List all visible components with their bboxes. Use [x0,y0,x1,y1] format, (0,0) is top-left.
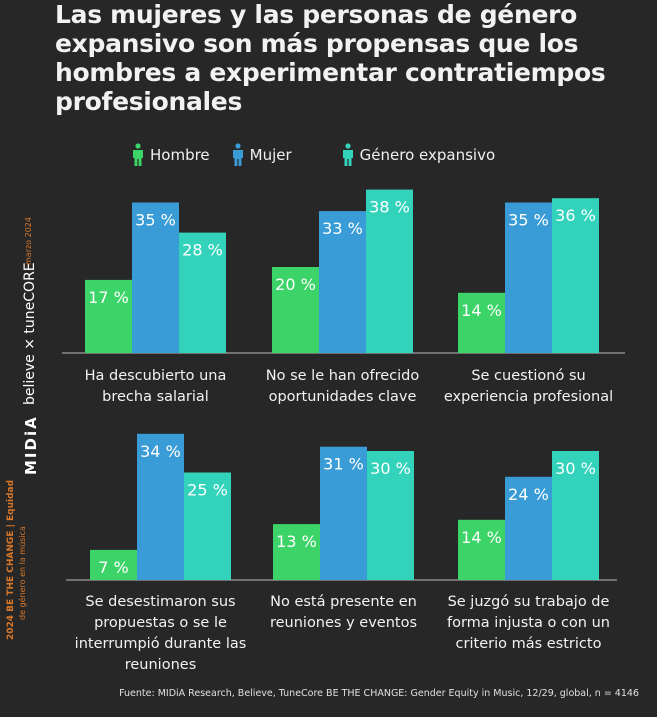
bar [184,472,231,580]
bar [319,211,366,353]
category-label-line: No está presente en [270,594,417,610]
data-label: 24 % [508,485,549,504]
category-label-line: Se desestimaron sus [85,594,236,610]
category-label-line: forma injusta o con un [447,615,610,631]
bar [367,451,414,580]
category-label: Se cuestionó su experiencia profesional [434,366,624,408]
legend-item-genero-expansivo: Género expansivo [342,143,495,167]
person-icon [232,143,243,166]
category-label-line: propuestas o se le [94,615,227,631]
bar [505,202,552,353]
data-label: 30 % [370,459,411,478]
category-label: Ha descubierto una brecha salarial [61,366,251,408]
bar [458,519,505,580]
category-label-line: Ha descubierto una [84,368,227,384]
category-label-line: interrumpió durante las [74,636,247,652]
category-label-line: reuniones [124,657,197,673]
data-label: 20 % [275,275,316,294]
data-label: 14 % [461,301,502,320]
person-icon [133,143,143,166]
bar [505,476,552,580]
bar [552,451,599,580]
bar [179,232,226,353]
bar [458,292,505,353]
bar [137,433,184,580]
legend-item-hombre: Hombre [132,143,210,167]
bar [85,279,132,353]
category-label-line: reuniones y eventos [269,615,418,631]
legend: Hombre Mujer Género expansivo [132,142,517,168]
category-label-line: brecha salarial [102,389,209,405]
category-label-line: Se juzgó su trabajo de [447,594,610,610]
legend-label: Mujer [249,146,292,164]
chart-title: Las mujeres y las personas de género exp… [55,0,606,116]
data-label: 35 % [135,211,176,230]
data-label: 31 % [323,455,364,474]
category-label: Se desestimaron sus propuestas o se le int… [66,592,256,676]
source-note: Fuente: MIDiA Research, Believe, TuneCor… [119,688,639,699]
data-label: 13 % [276,532,317,551]
legend-label: Género expansivo [359,146,496,164]
data-label: 25 % [187,481,228,500]
data-label: 17 % [88,288,129,307]
bar [272,267,319,353]
data-label: 34 % [140,442,181,461]
bar [552,198,599,353]
bar [132,202,179,353]
category-label-line: No se le han ofrecido [265,368,420,384]
data-label: 7 % [98,558,128,577]
category-label-line: Se cuestionó su [471,368,586,384]
data-label: 14 % [461,528,502,547]
bar [320,446,367,580]
data-label: 38 % [369,198,410,217]
category-label-line: criterio más estricto [455,636,602,652]
data-label: 36 % [555,206,596,225]
category-label: Se juzgó su trabajo de forma injusta o co… [434,592,624,655]
person-icon [342,143,353,166]
bar [366,189,413,353]
bar [273,524,320,580]
category-label-line: oportunidades clave [268,389,417,405]
data-label: 28 % [182,241,223,260]
data-label: 35 % [508,211,549,230]
category-label-line: experiencia profesional [443,389,614,405]
data-label: 30 % [555,459,596,478]
data-label: 33 % [322,219,363,238]
legend-item-mujer: Mujer [232,143,292,167]
bar [90,549,137,580]
legend-label: Hombre [150,146,210,164]
category-label: No está presente en reuniones y eventos [249,592,439,634]
category-label: No se le han ofrecido oportunidades clave [248,366,438,408]
